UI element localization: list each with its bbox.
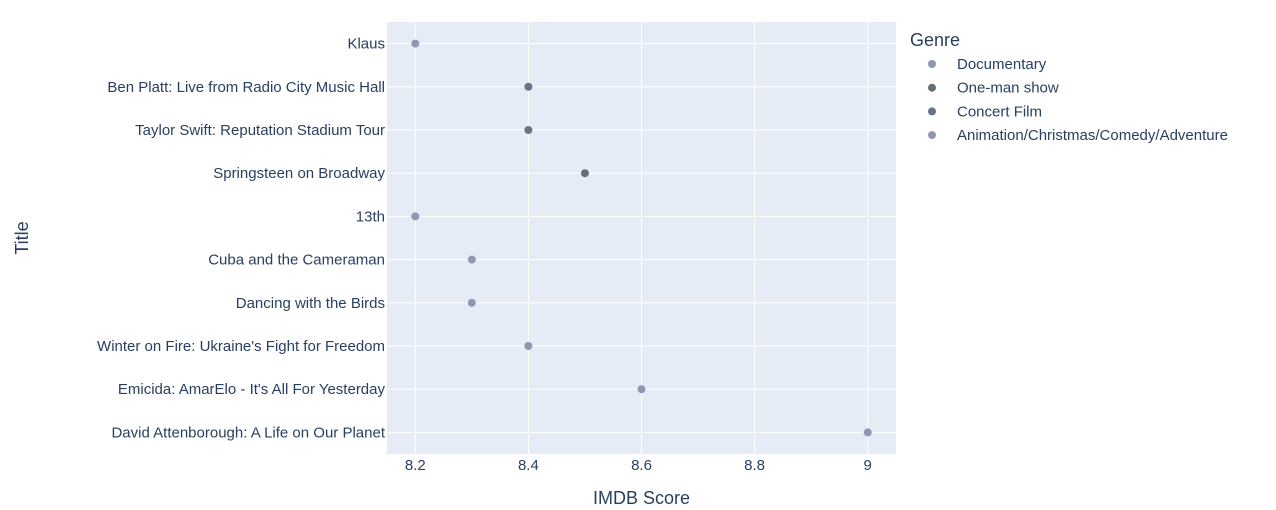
y-axis-title: Title [12,221,32,254]
data-point[interactable] [863,428,872,437]
x-tick-label: 8.4 [518,457,539,474]
y-tick-labels: Klaus Ben Platt: Live from Radio City Mus… [97,36,386,442]
x-tick-label: 9 [864,457,872,474]
x-tick-labels: 8.2 8.4 8.6 8.8 9 [405,457,872,474]
x-tick-label: 8.2 [405,457,426,474]
y-tick-label: Dancing with the Birds [236,295,385,312]
legend-entry[interactable]: Concert Film [957,103,1042,120]
data-point[interactable] [411,39,420,48]
legend-marker [928,107,936,116]
legend-entry[interactable]: Documentary [957,56,1047,73]
y-tick-label: 13th [356,208,385,225]
data-point[interactable] [467,298,476,307]
data-point[interactable] [580,169,589,178]
legend-marker [928,83,936,92]
data-points [411,39,872,437]
data-point[interactable] [524,126,533,134]
data-point[interactable] [637,385,646,394]
legend-entry[interactable]: Animation/Christmas/Comedy/Adventure [957,127,1228,144]
y-tick-label: Taylor Swift: Reputation Stadium Tour [135,122,385,139]
legend-marker [928,60,936,68]
y-tick-label: Springsteen on Broadway [213,165,385,182]
legend-marker [928,131,936,140]
x-tick-label: 8.6 [631,457,652,474]
x-axis-title: IMDB Score [593,488,690,508]
y-tick-label: Cuba and the Cameraman [208,252,385,269]
legend-items: Documentary One-man show Concert Film Anima… [928,56,1228,144]
y-tick-label: Winter on Fire: Ukraine's Fight for Free… [97,338,385,355]
y-tick-label: Ben Platt: Live from Radio City Music Ha… [107,79,385,96]
data-point[interactable] [524,342,533,350]
data-point[interactable] [411,212,420,221]
legend: Genre Documentary One-man show Concert Fil… [910,30,1228,144]
y-tick-label: Klaus [347,36,385,53]
y-tick-label: Emicida: AmarElo - It's All For Yesterda… [118,381,386,398]
y-tick-label: David Attenborough: A Life on Our Planet [111,424,385,441]
data-point[interactable] [467,255,476,264]
data-point[interactable] [524,82,533,91]
legend-title: Genre [910,30,960,50]
legend-entry[interactable]: One-man show [957,80,1059,97]
x-tick-label: 8.8 [744,457,765,474]
